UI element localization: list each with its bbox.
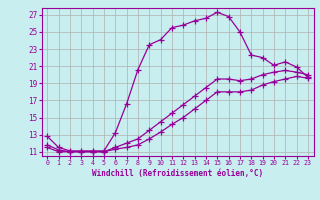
X-axis label: Windchill (Refroidissement éolien,°C): Windchill (Refroidissement éolien,°C) — [92, 169, 263, 178]
